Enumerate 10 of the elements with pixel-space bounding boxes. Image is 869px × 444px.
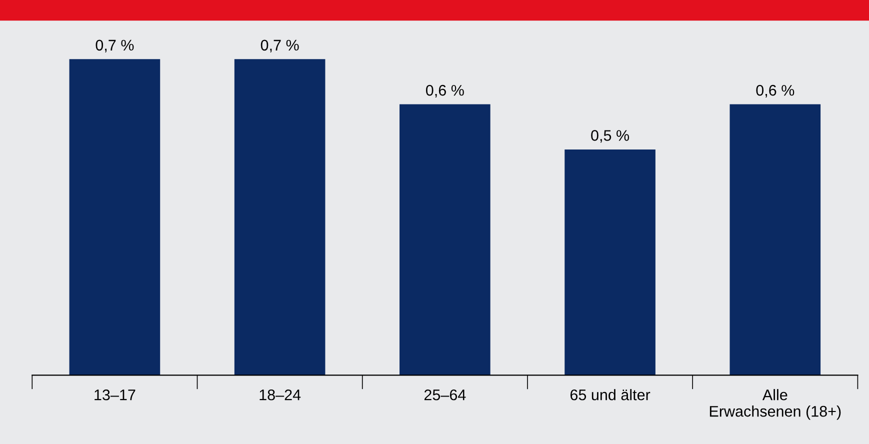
x-tick-label: 25–64 (424, 389, 466, 400)
x-tick-label: Alle Erwachsenen (18+) (710, 389, 841, 420)
data-label: 0,6 % (756, 84, 794, 98)
data-label: 0,7 % (260, 40, 299, 52)
x-tick-label: 18–24 (260, 389, 301, 400)
x-tick-label: 13–17 (94, 389, 136, 400)
data-label: 0,6 % (426, 84, 464, 98)
data-label: 0,5 % (591, 130, 630, 143)
data-label: 0,7 % (96, 40, 134, 52)
x-tick-label: 65 und älter (570, 389, 650, 400)
